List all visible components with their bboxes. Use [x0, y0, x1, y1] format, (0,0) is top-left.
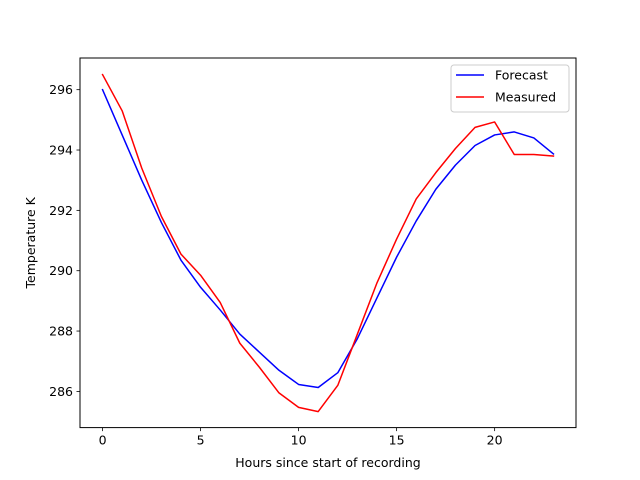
x-tick-label: 15 [389, 433, 405, 448]
series-line-0 [101, 88, 555, 389]
y-tick-label: 296 [49, 82, 73, 97]
x-tick-label: 10 [291, 433, 307, 448]
x-axis-ticks: 0 5 10 15 20 [99, 427, 503, 448]
y-tick-label: 290 [49, 263, 73, 278]
series-lines [101, 73, 555, 413]
series-line-1 [101, 73, 555, 413]
plot-frame [79, 57, 577, 429]
x-axis-label: Hours since start of recording [235, 455, 420, 470]
y-tick-label: 286 [49, 384, 73, 399]
legend-label-0: Forecast [495, 68, 548, 83]
y-tick-label: 288 [49, 324, 73, 339]
x-tick-label: 5 [197, 433, 205, 448]
x-tick-label: 0 [99, 433, 107, 448]
x-tick-label: 20 [487, 433, 503, 448]
legend-box [450, 64, 570, 113]
legend: Forecast Measured [450, 64, 570, 113]
y-axis-label: Temperature K [23, 196, 38, 289]
y-axis-ticks: 286 288 290 292 294 296 [49, 82, 80, 399]
legend-label-1: Measured [495, 90, 556, 105]
y-tick-label: 294 [49, 143, 73, 158]
y-tick-label: 292 [49, 203, 73, 218]
